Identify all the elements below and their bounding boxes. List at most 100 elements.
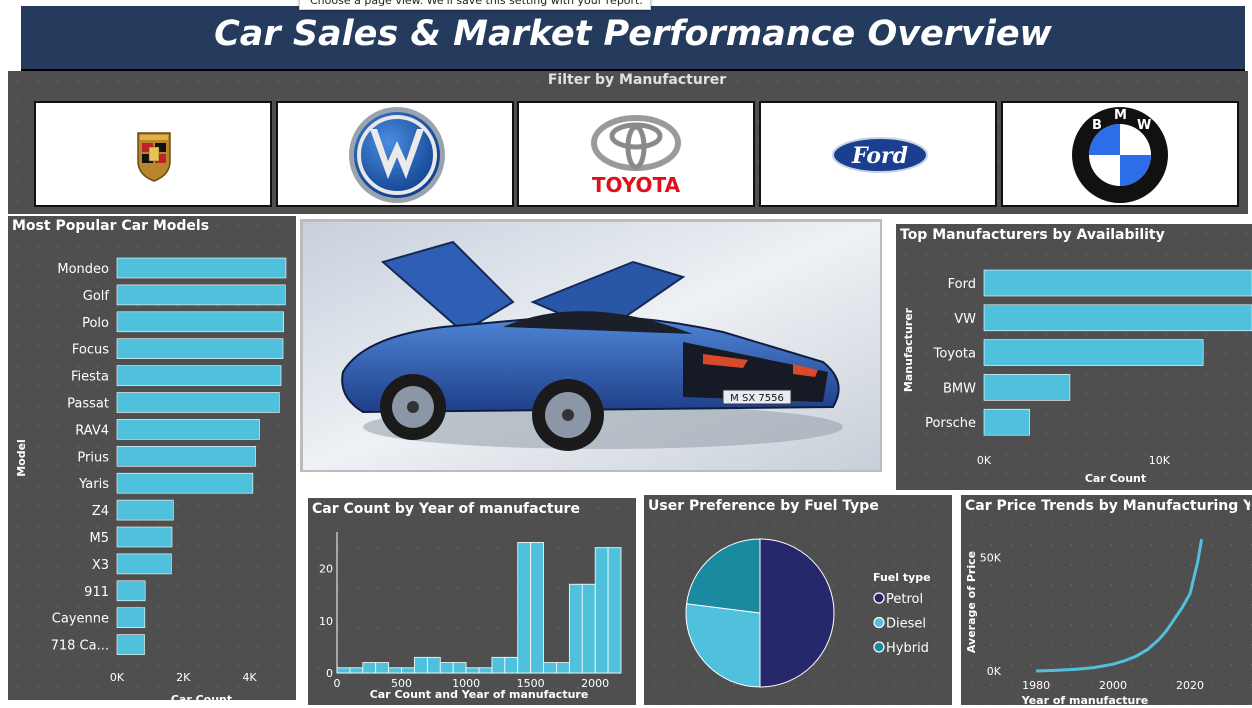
category-label: Ford bbox=[948, 277, 976, 292]
x-tick-label: 10K bbox=[1149, 454, 1171, 467]
bar bbox=[116, 446, 256, 467]
histogram-bar bbox=[401, 667, 415, 674]
bar bbox=[983, 408, 1030, 436]
bmw-logo-icon: B M W bbox=[1072, 107, 1168, 203]
pie-slice bbox=[759, 538, 835, 688]
histogram-bar bbox=[336, 667, 351, 674]
category-label: Passat bbox=[67, 397, 109, 412]
x-tick-label: 1000 bbox=[452, 677, 480, 690]
histogram-bar bbox=[414, 656, 428, 674]
histogram-bar bbox=[491, 656, 506, 674]
x-tick-label: 2K bbox=[176, 671, 191, 684]
category-label: M5 bbox=[90, 531, 110, 546]
bar bbox=[116, 392, 280, 413]
bmw-wordmark-m: M bbox=[1114, 108, 1127, 123]
category-label: 718 Ca... bbox=[51, 639, 109, 654]
category-label: Fiesta bbox=[71, 370, 109, 385]
legend-marker bbox=[873, 616, 885, 629]
ford-logo-icon: Ford bbox=[832, 137, 928, 173]
filter-tile-volkswagen[interactable] bbox=[276, 101, 514, 207]
pie-slice bbox=[686, 538, 761, 614]
histogram-bar bbox=[465, 667, 480, 674]
popular-models-chart: Mondeo Golf Polo Focus Fiesta Passat RAV4 Prius… bbox=[15, 257, 287, 706]
y-axis-title: Model bbox=[15, 439, 28, 477]
histogram-bar bbox=[439, 662, 454, 674]
histogram-bar bbox=[362, 662, 377, 674]
bar bbox=[116, 634, 145, 655]
bar bbox=[116, 257, 287, 279]
vw-logo-icon bbox=[349, 107, 445, 203]
legend-title: Fuel type bbox=[873, 571, 931, 584]
histogram-bar bbox=[568, 583, 583, 674]
category-label: X3 bbox=[92, 558, 109, 573]
histogram-bar bbox=[594, 547, 609, 674]
x-tick-label: 0 bbox=[334, 677, 341, 690]
filter-label: Filter by Manufacturer bbox=[547, 72, 727, 88]
x-axis-title: Car Count and Year of manufacture bbox=[370, 688, 589, 701]
bar bbox=[116, 472, 254, 494]
y-tick-label: 10 bbox=[319, 615, 333, 628]
bar bbox=[116, 580, 146, 602]
histogram-bar bbox=[349, 667, 364, 674]
category-label: Golf bbox=[83, 289, 110, 304]
y-axis-title: Manufacturer bbox=[902, 307, 915, 392]
filter-tile-bmw[interactable]: B M W bbox=[1001, 101, 1239, 207]
pie-slice bbox=[685, 603, 761, 688]
category-label: Toyota bbox=[933, 347, 976, 362]
y-tick-label: 50K bbox=[980, 551, 1002, 564]
x-tick-label: 0K bbox=[110, 671, 125, 684]
category-label: Polo bbox=[82, 316, 109, 331]
histogram-bar bbox=[517, 542, 532, 674]
histogram-bar bbox=[426, 656, 441, 674]
histogram-bar bbox=[607, 547, 622, 674]
page-title: Car Sales & Market Performance Overview bbox=[214, 14, 1052, 54]
category-label: 911 bbox=[84, 585, 109, 600]
filter-tile-toyota[interactable]: TOYOTA bbox=[517, 101, 755, 207]
popular-models-title: Most Popular Car Models bbox=[12, 218, 210, 234]
filter-tile-ford[interactable]: Ford bbox=[759, 101, 997, 207]
category-label: VW bbox=[954, 312, 976, 327]
bar bbox=[983, 339, 1204, 366]
report-header bbox=[21, 6, 1245, 71]
category-label: Focus bbox=[72, 343, 109, 358]
category-label: RAV4 bbox=[75, 423, 109, 438]
category-label: Prius bbox=[77, 450, 109, 465]
bmw-wordmark-b: B bbox=[1092, 118, 1102, 133]
legend-label: Diesel bbox=[886, 617, 926, 632]
fuel-type-chart: Fuel type Petrol Diesel Hybrid bbox=[685, 538, 931, 688]
bar bbox=[983, 269, 1252, 297]
x-axis-title: Year of manufacture bbox=[1021, 694, 1149, 705]
bar bbox=[116, 311, 284, 333]
bar bbox=[116, 284, 286, 306]
bar bbox=[116, 338, 284, 359]
bar bbox=[983, 374, 1071, 401]
x-axis-title: Car Count bbox=[171, 693, 232, 706]
histogram-bar bbox=[388, 667, 402, 674]
histogram-bar bbox=[543, 662, 557, 674]
x-tick-label: 2000 bbox=[1099, 679, 1127, 692]
filter-tile-porsche[interactable] bbox=[34, 101, 272, 207]
bar bbox=[983, 304, 1252, 332]
price-trends-title: Car Price Trends by Manufacturing Yea... bbox=[965, 498, 1250, 514]
category-label: Z4 bbox=[92, 504, 109, 519]
category-label: BMW bbox=[943, 381, 976, 396]
legend-marker bbox=[873, 592, 885, 604]
y-axis-title: Average of Price bbox=[965, 551, 978, 653]
x-axis-title: Car Count bbox=[1085, 472, 1146, 485]
y-tick-label: 0K bbox=[987, 665, 1002, 678]
x-tick-label: 1500 bbox=[517, 677, 545, 690]
x-tick-label: 2000 bbox=[581, 677, 609, 690]
legend-label: Petrol bbox=[886, 592, 923, 607]
histogram-bar bbox=[504, 656, 519, 674]
price-trends-chart: 0K50K198020002020204Year of manufactureA… bbox=[965, 538, 1204, 705]
price-line bbox=[1036, 538, 1204, 673]
histogram-bar bbox=[478, 667, 493, 674]
car-photo: M SX 7556 bbox=[303, 222, 880, 470]
count-by-year-title: Car Count by Year of manufacture bbox=[312, 501, 580, 517]
ford-wordmark: Ford bbox=[851, 143, 908, 169]
license-plate: M SX 7556 bbox=[730, 393, 784, 404]
fuel-type-title: User Preference by Fuel Type bbox=[648, 498, 879, 514]
x-tick-label: 2020 bbox=[1176, 679, 1204, 692]
